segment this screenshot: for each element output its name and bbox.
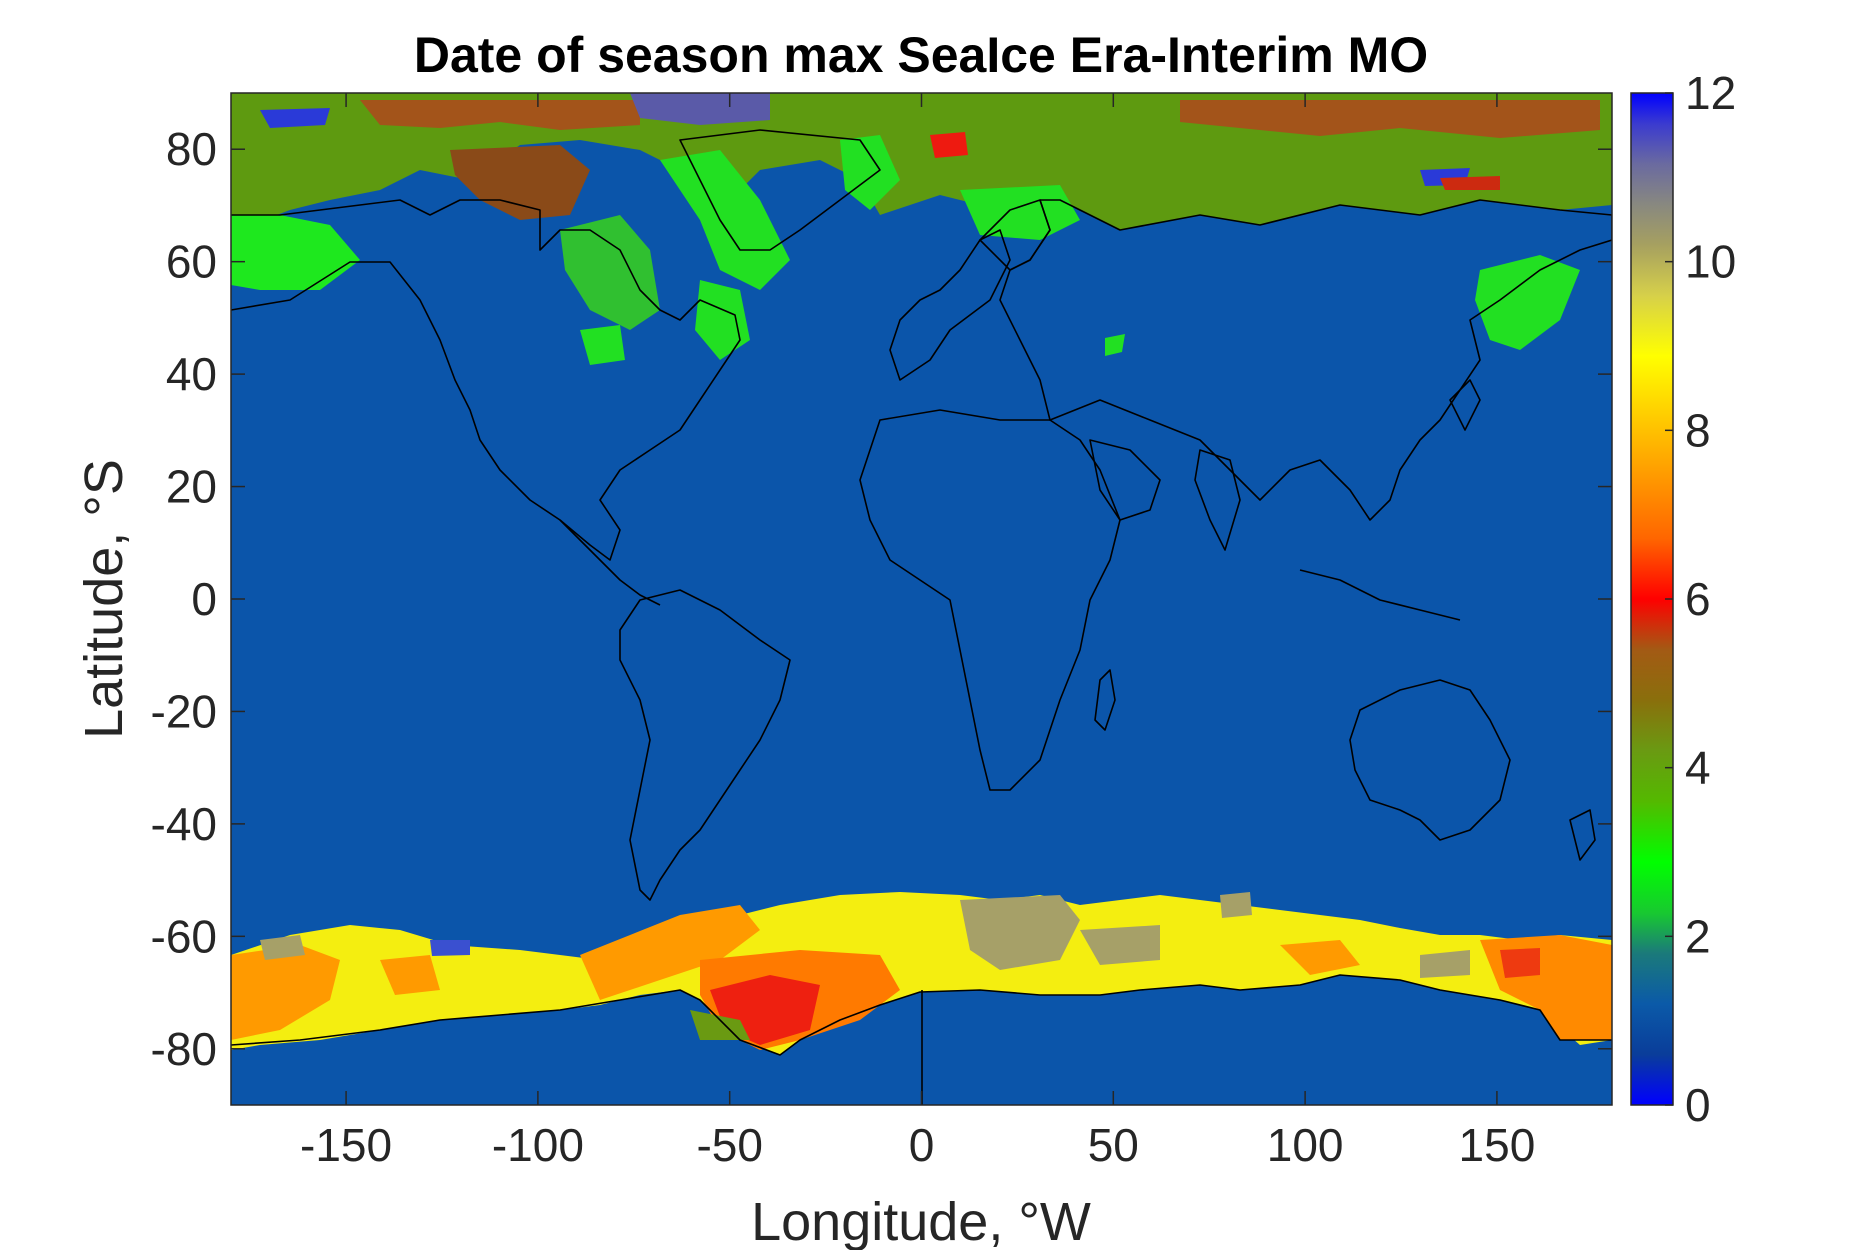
colorbar-tick-label: 2	[1685, 910, 1711, 962]
amundsen-ice-orange	[380, 955, 440, 995]
x-tick-label: 100	[1267, 1119, 1344, 1171]
arctic-ice-brown	[360, 100, 640, 130]
antarctica-coastline	[231, 974, 1612, 1056]
colorbar-tick-label: 12	[1685, 67, 1736, 119]
southern-ice-grey	[1420, 950, 1470, 978]
x-tick-label: -150	[300, 1119, 392, 1171]
arctic-ice-red	[1440, 176, 1500, 190]
okhotsk-ice	[1475, 255, 1580, 350]
hudson-bay-ice	[560, 215, 660, 330]
x-tick-label: -100	[492, 1119, 584, 1171]
y-tick-label: -20	[151, 685, 217, 737]
x-axis: -150 -100 -50 0 50 100 150	[300, 93, 1535, 1171]
canadian-archipelago-ice	[450, 145, 590, 220]
greenland-east-ice	[840, 135, 900, 210]
x-tick-label: 0	[909, 1119, 935, 1171]
new-zealand-coastline	[1569, 809, 1596, 861]
colorbar-tick-label: 0	[1685, 1079, 1711, 1131]
africa-coastline	[859, 409, 1121, 791]
greenland-coastline	[679, 129, 881, 251]
colorbar-tick-label: 6	[1685, 573, 1711, 625]
southern-ice-grey	[1080, 925, 1160, 965]
southern-ice-grey	[1220, 892, 1252, 918]
y-tick-label: -40	[151, 798, 217, 850]
southern-ocean-ice	[231, 892, 1612, 1055]
y-tick-label: 0	[191, 573, 217, 625]
y-tick-label: -60	[151, 910, 217, 962]
x-tick-label: -50	[696, 1119, 762, 1171]
arctic-ice-blue	[260, 108, 330, 128]
x-axis-label: Longitude, °W	[751, 1192, 1091, 1250]
y-axis-label: Latitude, °S	[74, 459, 134, 739]
central-america-coastline	[559, 519, 661, 606]
southern-ice-blue	[430, 940, 470, 956]
map-plot-area	[231, 93, 1612, 1105]
ross-sea-ice-red	[1500, 948, 1540, 978]
southern-ice-orange	[580, 905, 760, 1000]
southern-ice-grey	[960, 895, 1080, 970]
indonesia-coastline	[1299, 569, 1461, 621]
arctic-marginal-ice	[231, 215, 360, 290]
labrador-sea-ice	[695, 280, 750, 360]
colorbar-tick-label: 8	[1685, 404, 1711, 456]
weddell-ice-green	[690, 1010, 750, 1040]
southern-ice-grey	[260, 935, 305, 960]
caspian-ice	[1105, 334, 1125, 356]
y-tick-label: 60	[166, 236, 217, 288]
arctic-ice-brown	[1180, 100, 1600, 138]
y-tick-label: 20	[166, 461, 217, 513]
arctic-ice-purple	[630, 93, 770, 125]
south-america-coastline	[619, 589, 791, 901]
colorbar-ticks: 0 2 4 6 8 10 12	[1665, 67, 1736, 1131]
india-coastline	[1194, 449, 1241, 551]
southern-ice-orange	[1280, 940, 1360, 975]
bering-ice	[580, 325, 625, 365]
japan-coastline	[1449, 379, 1481, 431]
chart-title: Date of season max SeaIce Era-Interim MO	[414, 27, 1428, 83]
colorbar-tick-label: 4	[1685, 742, 1711, 794]
y-tick-label: 80	[166, 123, 217, 175]
y-tick-label: 40	[166, 348, 217, 400]
madagascar-coastline	[1094, 669, 1116, 731]
x-tick-label: 50	[1088, 1119, 1139, 1171]
north-america-coastline	[231, 199, 741, 561]
x-tick-label: 150	[1459, 1119, 1536, 1171]
baffin-greenland-ice	[660, 150, 790, 290]
barents-ice	[960, 185, 1080, 240]
arabia-coastline	[1089, 439, 1161, 521]
y-tick-label: -80	[151, 1023, 217, 1075]
southern-ice-orange	[231, 945, 340, 1040]
arctic-ice-red	[930, 132, 968, 158]
colorbar-tick-label: 10	[1685, 236, 1736, 288]
coastlines	[231, 129, 1612, 1105]
australia-coastline	[1349, 679, 1511, 841]
asia-coastline	[999, 199, 1612, 521]
y-axis: 80 60 40 20 0 -20 -40 -60 -80	[151, 123, 1612, 1075]
